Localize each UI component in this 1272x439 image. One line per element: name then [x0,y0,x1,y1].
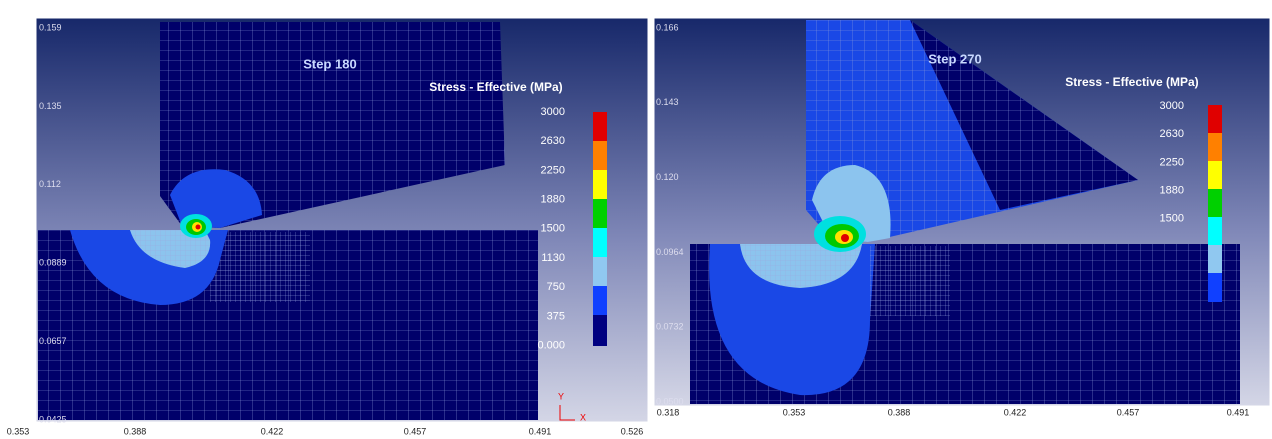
y-tick-label: 0.135 [39,101,62,111]
y-tick-label: 0.166 [656,22,679,32]
workpiece [690,244,1240,404]
y-tick-label: 0.0500 [656,396,684,406]
scene: Step 180 Stress - Effective (MPa) 3000 2630… [0,0,1272,439]
legend-value: 750 [547,281,565,293]
x-tick-label: 0.491 [1227,407,1250,417]
x-tick-label: 0.353 [783,407,806,417]
legend-value: 1130 [541,252,565,264]
legend-value: 0.000 [537,340,565,352]
legend-value: 2630 [541,135,565,147]
workpiece [38,230,538,420]
y-tick-label: 0.0657 [39,336,67,346]
colorbar [593,112,607,346]
x-tick-label: 0.457 [404,426,427,436]
step-label: Step 180 [303,56,356,71]
legend-value: 1500 [541,223,565,235]
legend-value: 375 [547,310,565,322]
y-tick-label: 0.0889 [39,258,67,268]
x-tick-label: 0.388 [888,407,911,417]
legend-value: 1880 [1160,185,1184,197]
x-tick-label: 0.318 [657,407,680,417]
colorbar [1208,105,1222,302]
x-tick-label: 0.353 [7,426,30,436]
legend-value: 2250 [1160,156,1184,168]
step-label: Step 270 [928,51,981,66]
legend-value: 2250 [541,164,565,176]
axis-label: X [580,412,586,422]
legend-title: Stress - Effective (MPa) [429,80,562,94]
x-tick-label: 0.388 [124,426,147,436]
axis-label: Y [558,391,564,401]
legend-value: 2630 [1160,128,1184,140]
y-tick-label: 0.0964 [656,247,684,257]
x-tick-label: 0.457 [1117,407,1140,417]
x-tick-label: 0.422 [261,426,284,436]
legend-value: 1880 [541,194,565,206]
x-tick-label: 0.526 [621,426,644,436]
y-tick-label: 0.143 [656,97,679,107]
legend-title: Stress - Effective (MPa) [1065,75,1198,89]
legend-value: 3000 [1160,100,1184,112]
legend-value: 1500 [1160,213,1184,225]
y-tick-label: 0.120 [656,172,679,182]
y-tick-label: 0.112 [39,179,61,189]
x-tick-label: 0.491 [529,426,552,436]
y-tick-label: 0.0425 [39,414,67,424]
y-tick-label: 0.159 [39,22,62,32]
y-tick-label: 0.0732 [656,322,684,332]
legend-value: 3000 [541,106,565,118]
x-tick-label: 0.422 [1004,407,1027,417]
